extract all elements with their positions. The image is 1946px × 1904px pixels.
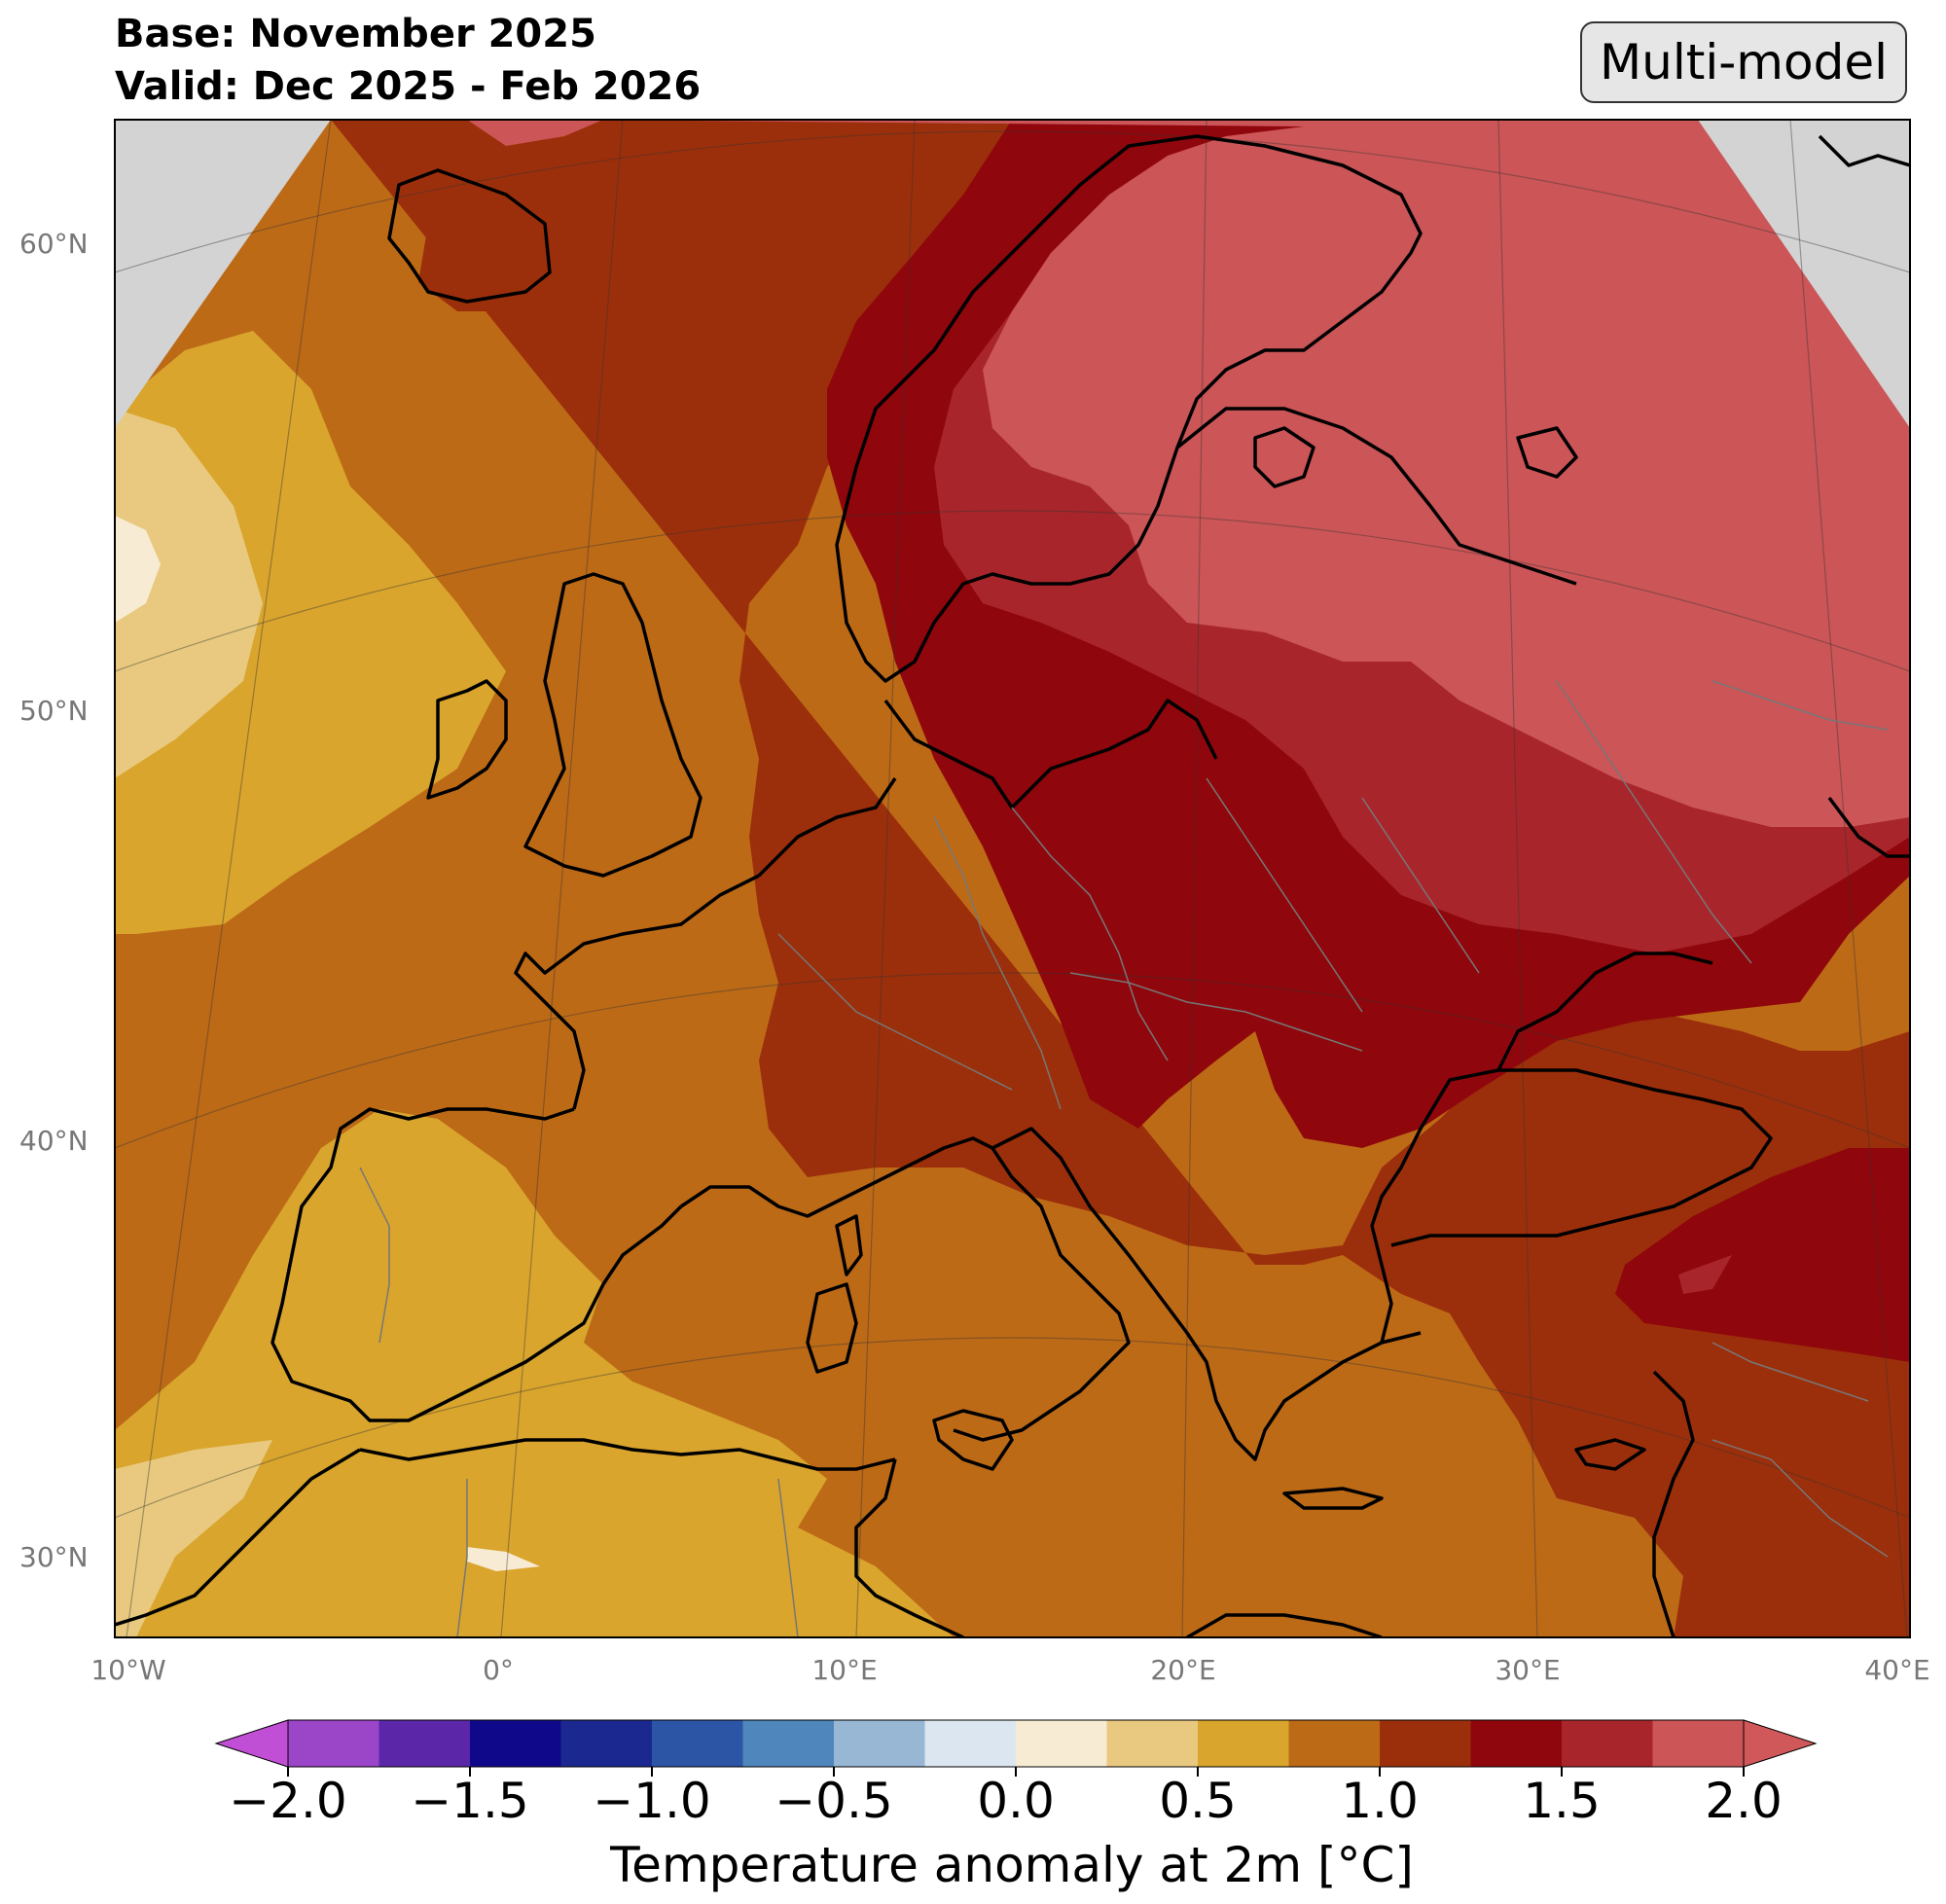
title-base: Base: November 2025	[115, 12, 596, 56]
colorbar-swatch	[378, 1720, 471, 1767]
coastlines	[115, 134, 1910, 1637]
colorbar-swatch	[560, 1720, 653, 1767]
lat-label-50n: 50°N	[19, 695, 89, 727]
field-125-150-turkey	[1615, 1148, 1910, 1362]
colorbar-swatch	[924, 1720, 1017, 1767]
field-100-125	[331, 120, 1910, 1637]
colorbar-swatch	[1380, 1720, 1471, 1767]
colorbar-swatch	[1652, 1720, 1745, 1767]
colorbar-swatch	[1016, 1720, 1107, 1767]
colorbar-tick-label: −2.0	[229, 1773, 347, 1829]
colorbar	[214, 1719, 1818, 1777]
colorbar-extend-under	[214, 1719, 289, 1768]
colorbar-tick-label: 1.5	[1523, 1773, 1601, 1829]
colorbar-swatch	[1470, 1720, 1563, 1767]
field-000-025-west	[115, 516, 161, 623]
map-frame	[114, 119, 1911, 1638]
field-025-050-sahara	[115, 1440, 272, 1637]
colorbar-swatch	[652, 1720, 743, 1767]
field-175-200-top	[467, 120, 603, 146]
lon-label-10e: 10°E	[811, 1654, 878, 1686]
colorbar-swatch	[470, 1720, 561, 1767]
field-175-200	[584, 120, 1910, 827]
title-valid: Valid: Dec 2025 - Feb 2026	[115, 64, 702, 109]
colorbar-tick-label: −1.0	[593, 1773, 711, 1829]
colorbar-swatch	[742, 1720, 835, 1767]
lat-label-40n: 40°N	[19, 1125, 89, 1157]
field-025-050-west	[115, 409, 263, 778]
lon-label-40e: 40°E	[1864, 1654, 1930, 1686]
lon-label-20e: 20°E	[1150, 1654, 1216, 1686]
colorbar-swatch	[1288, 1720, 1381, 1767]
outside-projection-left	[115, 120, 331, 428]
model-badge: Multi-model	[1580, 21, 1907, 103]
colorbar-tick-label: 2.0	[1705, 1773, 1783, 1829]
lon-label-10w: 10°W	[90, 1654, 166, 1686]
lat-label-60n: 60°N	[19, 228, 89, 260]
field-050-075-iberia	[115, 1109, 954, 1637]
field-100-125-iceland	[418, 204, 555, 311]
colorbar-swatch	[288, 1720, 379, 1767]
lon-label-30e: 30°E	[1495, 1654, 1561, 1686]
field-150-175-turkey	[1678, 1255, 1732, 1294]
lon-label-0: 0°	[483, 1654, 514, 1686]
colorbar-tick-label: 1.0	[1341, 1773, 1419, 1829]
colorbar-tick-label: 0.5	[1159, 1773, 1237, 1829]
graticule	[115, 120, 1910, 1637]
colorbar-swatch	[1562, 1720, 1653, 1767]
colorbar-label: Temperature anomaly at 2m [°C]	[610, 1837, 1414, 1893]
colorbar-tick-label: −0.5	[775, 1773, 893, 1829]
colorbar-swatch	[1198, 1720, 1289, 1767]
field-000-025-sahara	[467, 1547, 540, 1571]
colorbar-swatch	[834, 1720, 925, 1767]
colorbar-extend-over	[1743, 1719, 1818, 1768]
country-borders	[359, 680, 1889, 1637]
lat-label-30n: 30°N	[19, 1541, 89, 1573]
colorbar-tick-label: −1.5	[411, 1773, 529, 1829]
colorbar-swatch	[1106, 1720, 1199, 1767]
outside-projection-right	[1698, 120, 1910, 428]
colorbar-tick-label: 0.0	[977, 1773, 1055, 1829]
